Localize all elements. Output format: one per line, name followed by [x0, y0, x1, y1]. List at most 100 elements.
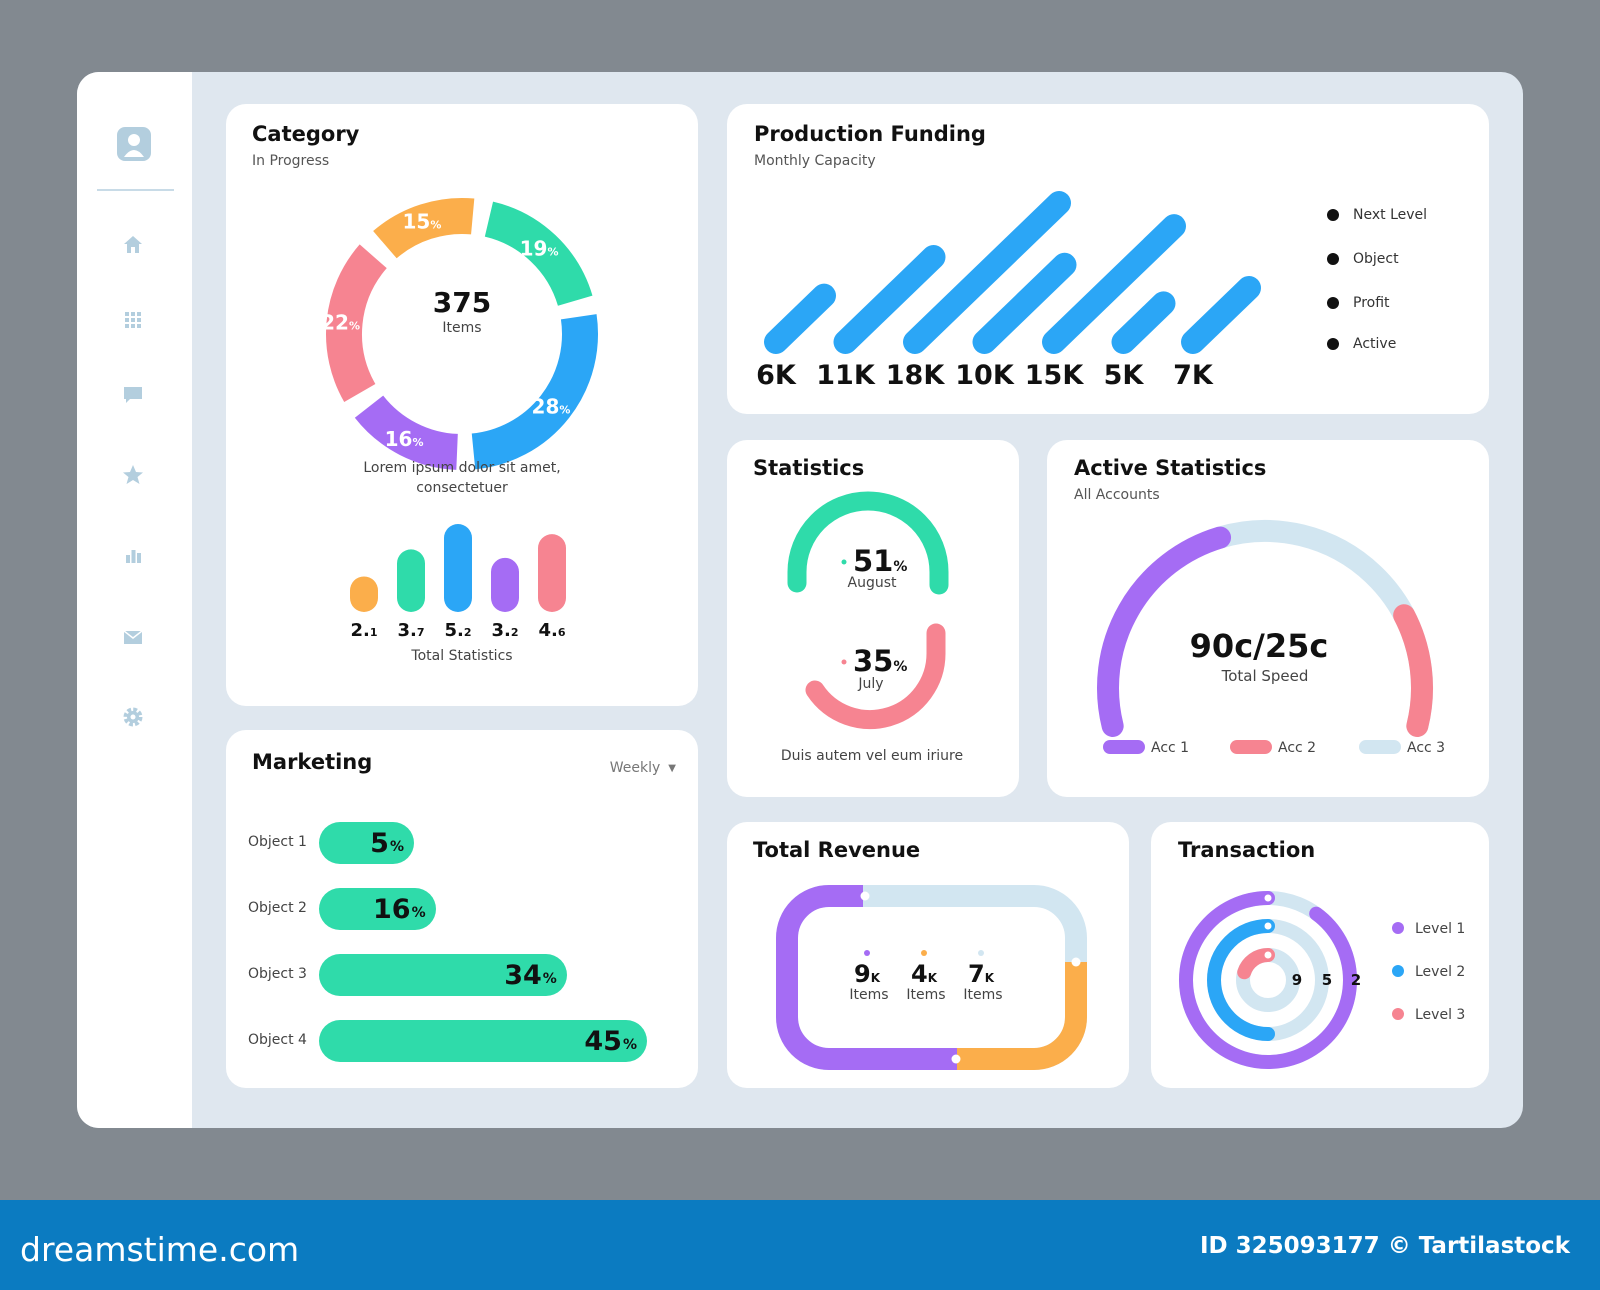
funding-bar — [1181, 275, 1261, 354]
chat-icon[interactable] — [120, 382, 146, 408]
star-icon[interactable] — [120, 462, 146, 488]
marketing-row-label: Object 3 — [248, 966, 307, 982]
donut-slice-label: 28% — [532, 395, 571, 419]
footer-bar: dreamstime.com ID 325093177 © Tartilasto… — [0, 1200, 1600, 1290]
acc3-label: Acc 3 — [1407, 740, 1445, 756]
july-arc — [805, 623, 946, 729]
donut-slice-label: 15% — [402, 210, 441, 234]
production-subtitle: Monthly Capacity — [754, 153, 876, 169]
transaction-ring-label: 2 — [1351, 971, 1361, 989]
stat-bar — [397, 549, 425, 612]
category-caption-line2: consectetuer — [416, 480, 508, 496]
donut-slice-label: 19% — [520, 236, 559, 260]
stat-bar-label: 5.2 — [444, 620, 471, 641]
legend-level1-label: Level 1 — [1415, 921, 1465, 937]
august-label: August — [848, 575, 898, 591]
marketing-bar: 5% — [319, 822, 414, 864]
category-subtitle: In Progress — [252, 153, 330, 169]
speed-value: 90c/25c — [1190, 627, 1329, 665]
active-statistics-card: Active Statistics All Accounts 90c/25c T… — [1047, 440, 1489, 797]
legend-level2-label: Level 2 — [1415, 964, 1465, 980]
donut-slice-label: 16% — [385, 427, 424, 451]
legend-profit-label: Profit — [1353, 295, 1390, 311]
donut-slice — [471, 314, 598, 470]
gear-icon[interactable] — [120, 704, 146, 730]
total-statistics-caption: Total Statistics — [410, 648, 512, 664]
funding-bar-label: 5K — [1104, 360, 1145, 391]
bar-chart-icon[interactable] — [120, 542, 146, 568]
revenue-item-label: Items — [963, 987, 1002, 1003]
footer-image-id: ID 325093177 © Tartilastock — [1200, 1233, 1570, 1259]
transaction-ring-progress — [1179, 891, 1357, 1069]
funding-bar-label: 18K — [886, 360, 946, 391]
avatar-icon[interactable] — [117, 127, 151, 161]
july-label: July — [857, 676, 883, 692]
revenue-item-dot — [864, 950, 870, 956]
home-icon[interactable] — [120, 232, 146, 258]
grid-icon[interactable] — [120, 307, 146, 333]
marketing-bar: 16% — [319, 888, 436, 930]
stat-bar — [538, 534, 566, 612]
marketing-bar-value: 5 — [370, 827, 389, 859]
transaction-card: Transaction 9 5 2 Level 1 Level 2 Level 3 — [1151, 822, 1489, 1088]
revenue-marker — [860, 891, 870, 901]
august-arc — [787, 491, 949, 595]
marketing-title: Marketing — [252, 750, 373, 774]
marketing-bar: 45% — [319, 1020, 647, 1062]
legend-next-level-label: Next Level — [1353, 207, 1428, 223]
donut-center-label: Items — [442, 320, 481, 336]
legend-active: Active — [1327, 336, 1396, 352]
marketing-row-label: Object 4 — [248, 1032, 307, 1048]
acc2-arc — [1393, 604, 1433, 737]
legend-dot — [1327, 297, 1339, 309]
transaction-ring-marker — [1264, 894, 1272, 902]
donut-slice — [326, 244, 388, 402]
svg-text:35%: 35% — [853, 644, 907, 678]
august-value: 51 — [853, 544, 893, 578]
donut-slice-label: 22% — [321, 310, 360, 334]
legend-next-level: Next Level — [1327, 207, 1427, 223]
production-chart: 6K 11K 18K 10K 15K 5K 7K — [756, 191, 1261, 391]
transaction-ring-label: 5 — [1322, 971, 1332, 989]
marketing-row: Object 3 34% — [226, 954, 698, 996]
marketing-bar: 34% — [319, 954, 567, 996]
transaction-ring-progress — [1207, 919, 1275, 1041]
acc1-label: Acc 1 — [1151, 740, 1189, 756]
funding-bar — [1042, 214, 1186, 354]
marketing-row: Object 4 45% — [226, 1020, 698, 1062]
acc2-swatch — [1230, 740, 1272, 754]
category-donut-chart: 22% 15% 19% 28% 16% — [321, 198, 598, 470]
marketing-bar-value: 45 — [584, 1025, 622, 1057]
marketing-row-label: Object 2 — [248, 900, 307, 916]
revenue-orange-segment — [957, 962, 1087, 1070]
acc2-label: Acc 2 — [1278, 740, 1316, 756]
total-statistics-bars: 2.1 3.7 5.2 3.2 4.6 — [350, 524, 566, 641]
revenue-item-label: Items — [849, 987, 888, 1003]
transaction-ring-marker — [1264, 951, 1272, 959]
donut-slice — [354, 395, 459, 470]
speed-label: Total Speed — [1221, 667, 1309, 685]
stat-bar-label: 2.1 — [350, 620, 377, 641]
funding-bar-label: 15K — [1025, 360, 1085, 391]
sidebar — [77, 72, 192, 1128]
revenue-item-value: 7K — [968, 960, 995, 988]
funding-bar — [903, 191, 1071, 354]
category-title: Category — [252, 122, 360, 146]
footer-logo[interactable]: dreamstime.com — [20, 1230, 300, 1269]
legend-level2-dot — [1392, 965, 1404, 977]
transaction-ring-label: 9 — [1292, 971, 1302, 989]
mail-icon[interactable] — [120, 624, 146, 650]
revenue-item-value: 4K — [911, 960, 938, 988]
chevron-down-icon: ▼ — [668, 762, 676, 774]
marketing-row-label: Object 1 — [248, 834, 307, 850]
marketing-row: Object 1 5% — [226, 822, 698, 864]
svg-text:51%: 51% — [853, 544, 907, 578]
legend-dot — [1327, 338, 1339, 350]
marketing-bar-value: 16 — [373, 893, 411, 925]
period-dropdown[interactable]: Weekly ▼ — [610, 760, 676, 776]
speed-gauge — [1097, 520, 1433, 737]
july-dot — [841, 659, 847, 665]
revenue-item-label: Items — [906, 987, 945, 1003]
transaction-title: Transaction — [1178, 838, 1316, 862]
